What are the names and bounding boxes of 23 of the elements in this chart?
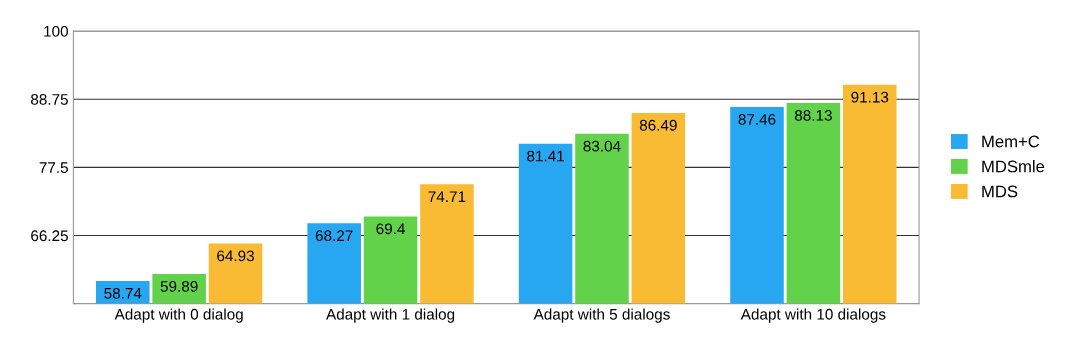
data-label: 87.46 xyxy=(738,114,776,125)
data-label: 58.74 xyxy=(104,287,142,299)
legend-label: Mem+C xyxy=(982,135,1040,148)
data-label: 81.41 xyxy=(527,150,564,162)
y-tick-label: 77.5 xyxy=(39,162,68,174)
data-label: 59.89 xyxy=(160,280,198,292)
x-tick-label: Adapt with 10 dialogs xyxy=(740,308,886,323)
data-label: 88.13 xyxy=(794,109,832,121)
data-label: 83.04 xyxy=(583,140,621,152)
data-label: 91.13 xyxy=(851,91,889,103)
y-tick-label: 88.75 xyxy=(31,94,68,105)
x-tick-label: Adapt with 1 dialog xyxy=(326,308,455,323)
x-tick-label: Adapt with 0 dialog xyxy=(114,308,243,323)
legend-label: MDS xyxy=(982,185,1018,198)
y-tick-label: 66.25 xyxy=(31,230,68,242)
data-label: 74.71 xyxy=(428,191,466,202)
data-label: 69.4 xyxy=(376,223,405,235)
legend-label: MDSmle xyxy=(982,160,1045,173)
data-label: 68.27 xyxy=(315,230,353,242)
data-label: 64.93 xyxy=(217,250,254,262)
y-tick-label: 100 xyxy=(44,25,68,37)
data-label: 86.49 xyxy=(639,119,677,131)
x-tick-label: Adapt with 5 dialogs xyxy=(533,308,670,323)
